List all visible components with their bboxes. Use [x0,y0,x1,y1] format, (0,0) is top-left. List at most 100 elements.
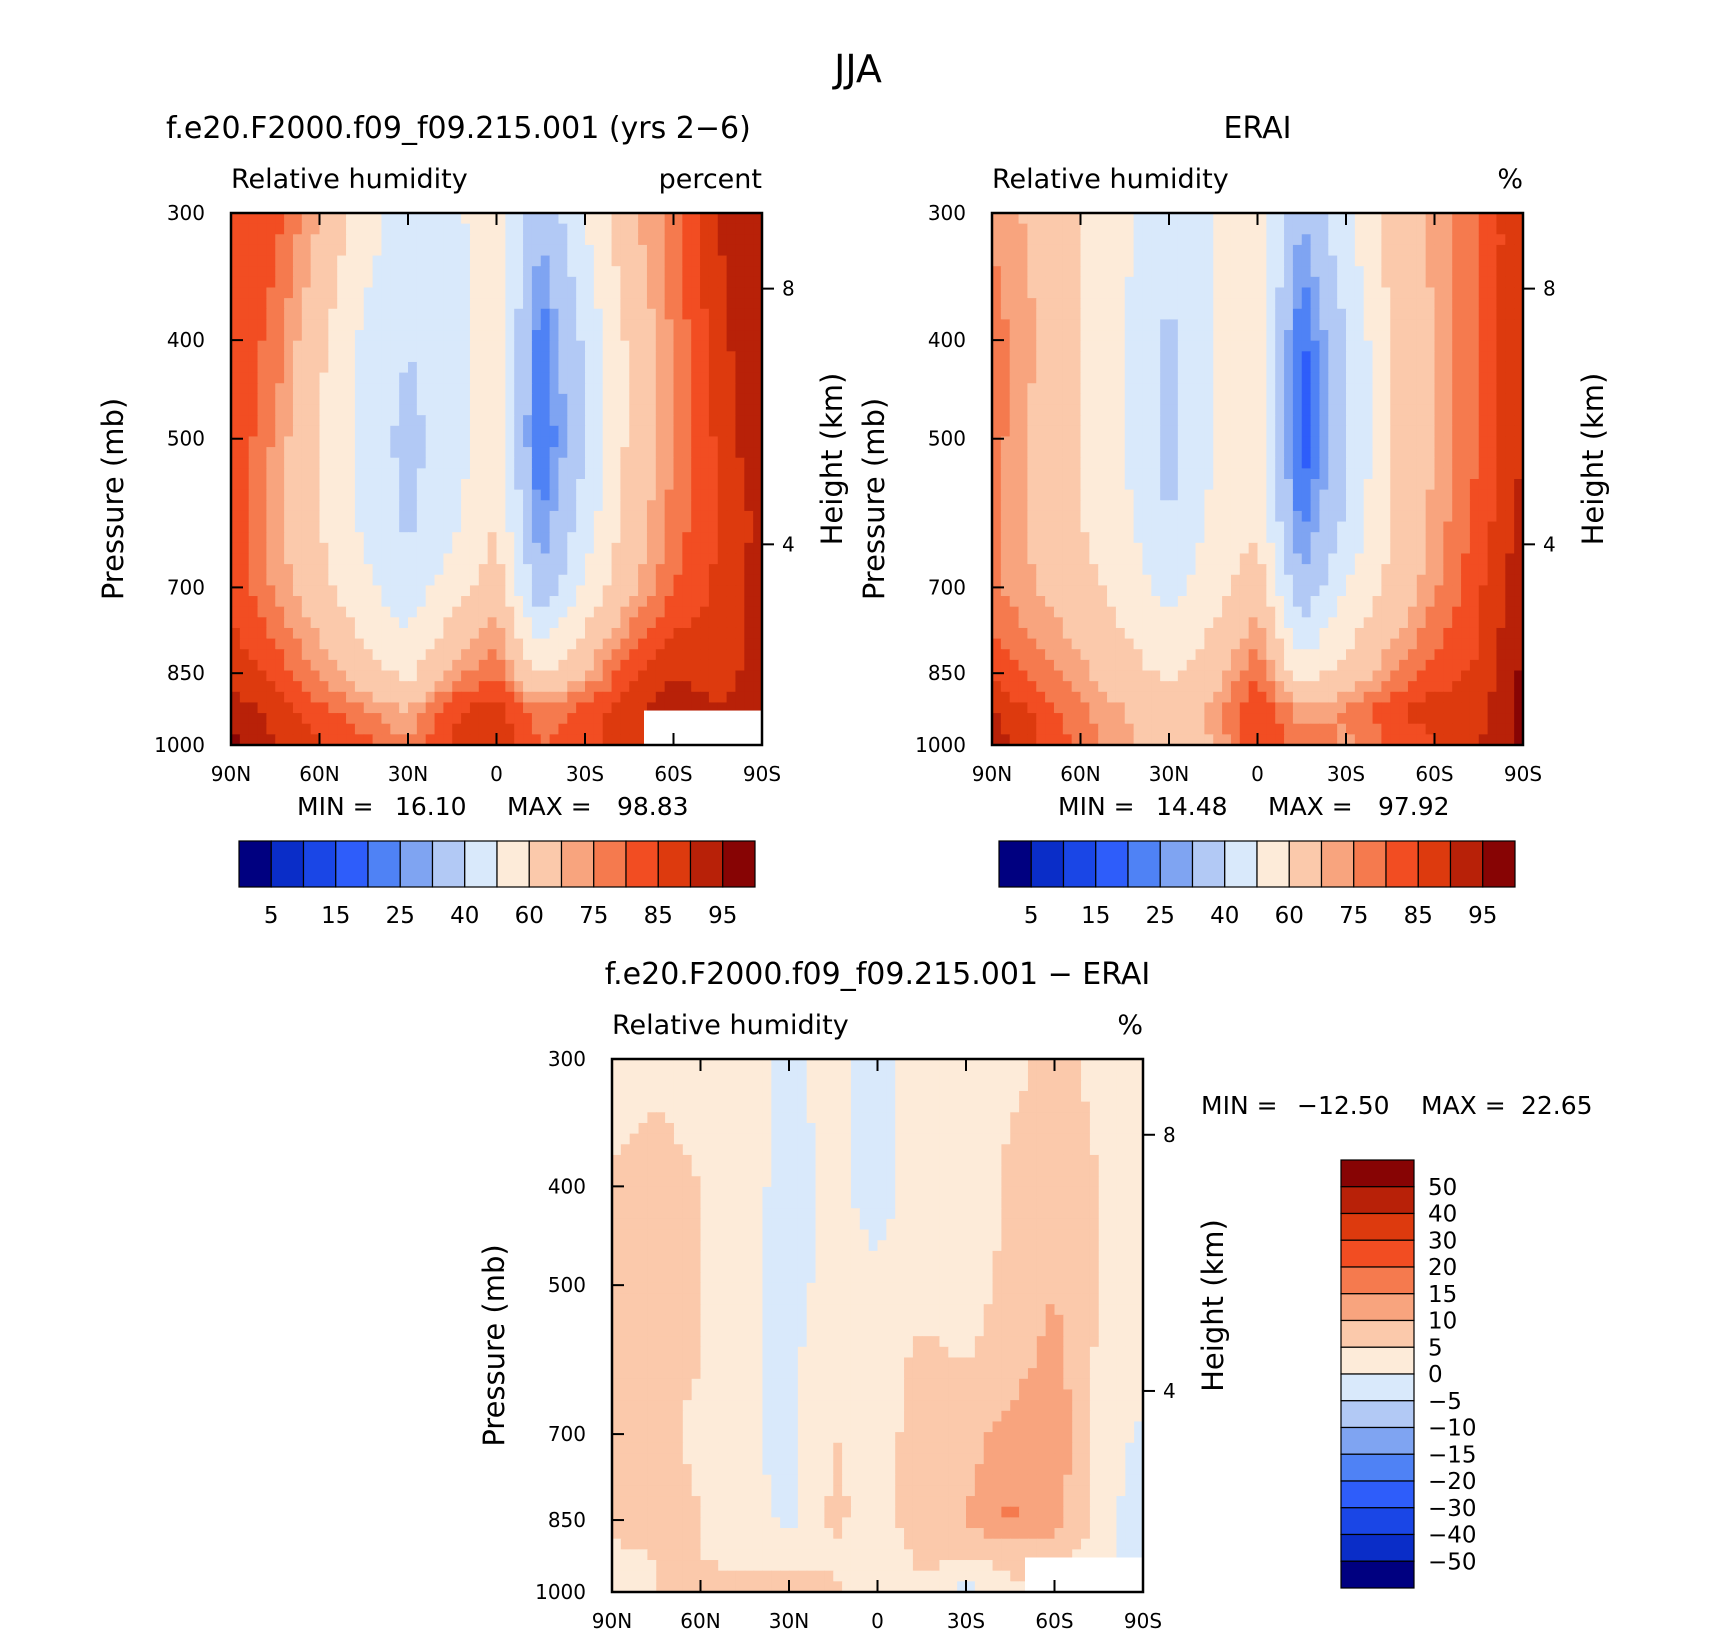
colorbar-swatch [722,840,756,888]
contour-cell [700,308,710,320]
contour-cell [301,436,312,448]
contour-cell [700,393,710,406]
contour-cell [1381,319,1391,331]
contour-cell [1505,244,1515,257]
contour-cell [434,425,444,438]
contour-cell [231,425,241,438]
contour-cell [646,404,657,416]
contour-cell [487,510,498,523]
contour-cell [1319,244,1329,257]
contour-cell [443,702,453,714]
contour-cell [1186,447,1197,459]
contour-cell [1514,330,1524,342]
contour-cell [1319,500,1329,512]
contour-cell [1310,340,1321,352]
contour-cell [1230,500,1241,512]
contour-cell [478,383,489,395]
contour-cell [292,638,303,650]
contour-cell [1390,457,1400,469]
contour-cell [682,649,692,661]
contour-cell [629,670,639,682]
contour-cell [549,330,560,342]
contour-cell [558,510,568,523]
contour-cell [487,596,498,608]
contour-cell [1416,340,1427,352]
contour-cell [1222,223,1232,235]
contour-cell [717,510,728,523]
contour-cell [399,510,409,523]
contour-cell [248,425,259,438]
contour-cell [1443,447,1453,459]
contour-cell [629,500,639,512]
contour-cell [337,574,347,586]
contour-cell [691,585,701,597]
contour-cell [1363,340,1374,352]
contour-cell [1363,266,1374,278]
contour-cell [328,638,338,650]
contour-cell [248,393,259,406]
contour-cell [487,659,498,672]
contour-cell [1053,340,1064,352]
contour-cell [408,574,418,586]
contour-cell [1115,340,1126,352]
contour-cell [558,372,568,384]
contour-cell [363,510,374,523]
contour-cell [425,244,436,257]
contour-cell [1036,542,1046,555]
contour-cell [1151,447,1161,459]
contour-cell [1487,383,1498,395]
contour-cell [1496,276,1506,289]
contour-cell [540,606,551,618]
contour-cell [691,649,701,661]
contour-cell [1372,361,1382,374]
contour-cell [691,213,701,225]
contour-cell [275,564,285,576]
contour-cell [531,425,542,438]
contour-cell [1505,234,1515,246]
contour-cell [1372,340,1382,352]
contour-cell [1443,223,1453,235]
contour-cell [1266,468,1276,480]
contour-cell [1080,404,1090,416]
contour-cell [1222,479,1232,491]
contour-cell [567,691,577,704]
contour-cell [443,532,453,544]
contour-cell [1354,276,1365,289]
contour-cell [1018,521,1028,533]
contour-cell [540,457,551,469]
contour-cell [266,659,276,672]
contour-cell [284,585,294,597]
contour-cell [399,723,409,735]
contour-cell [1478,244,1489,257]
contour-cell [567,521,577,533]
contour-cell [620,585,630,597]
contour-cell [452,585,462,597]
contour-cell [231,372,241,384]
contour-cell [1443,319,1453,331]
contour-cell [549,372,560,384]
contour-cell [1177,276,1188,289]
contour-cell [337,404,347,416]
contour-cell [558,542,568,555]
contour-cell [1443,351,1453,363]
contour-cell [585,234,595,246]
contour-cell [284,383,294,395]
contour-cell [531,213,542,225]
contour-cell [248,266,259,278]
contour-cell [239,415,250,427]
contour-cell [700,702,710,714]
contour-cell [1354,489,1365,501]
contour-cell [337,532,347,544]
contour-cell [452,617,462,629]
contour-cell [478,372,489,384]
contour-cell [434,298,444,310]
contour-cell [381,596,391,608]
contour-cell [1098,298,1108,310]
contour-cell [673,234,683,246]
contour-cell [1452,425,1462,438]
contour-cell [523,383,533,395]
contour-cell [1292,383,1303,395]
contour-cell [558,500,568,512]
contour-cell [700,638,710,650]
contour-cell [549,659,560,672]
